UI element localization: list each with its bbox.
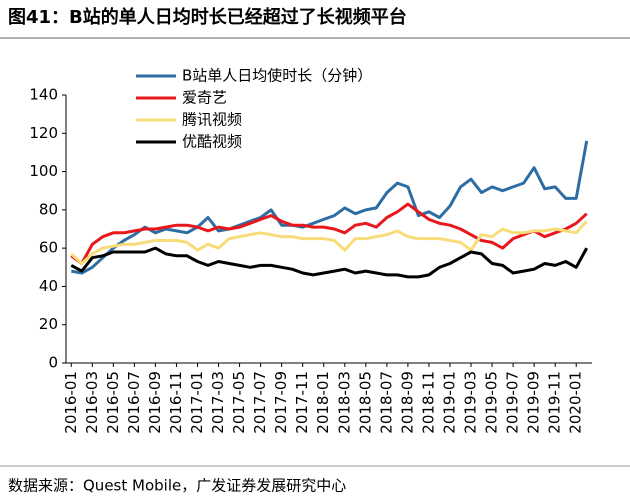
y-tick-label: 60 (39, 239, 58, 257)
x-tick-label: 2019-11 (546, 371, 564, 434)
x-tick-label: 2019-09 (525, 371, 543, 434)
legend-label: 爱奇艺 (182, 89, 227, 107)
x-tick-label: 2016-01 (62, 371, 80, 434)
y-tick-label: 40 (39, 277, 58, 295)
x-tick-label: 2018-11 (419, 371, 437, 434)
source: 数据来源：Quest Mobile，广发证券发展研究中心 (8, 477, 346, 495)
y-tick-label: 20 (39, 315, 58, 333)
x-tick-label: 2016-03 (83, 371, 101, 434)
x-tick-label: 2019-07 (504, 371, 522, 434)
x-tick-label: 2017-07 (251, 371, 269, 434)
series-line (71, 140, 589, 275)
legend-label: 优酷视频 (182, 133, 242, 151)
x-tick-label: 2017-05 (230, 371, 248, 434)
y-tick-label: 120 (29, 124, 58, 142)
series-line (70, 202, 588, 265)
x-tick-label: 2016-07 (125, 371, 143, 434)
x-tick-label: 2020-01 (567, 371, 585, 434)
series-line (70, 246, 589, 279)
x-tick-label: 2018-03 (335, 371, 353, 434)
x-tick-label: 2019-01 (440, 371, 458, 434)
x-tick-label: 2016-11 (167, 371, 185, 434)
y-tick-label: 140 (29, 86, 58, 104)
x-tick-label: 2017-03 (209, 371, 227, 434)
x-tick-label: 2018-01 (314, 371, 332, 434)
y-tick-label: 100 (29, 162, 58, 180)
x-tick-label: 2018-09 (398, 371, 416, 434)
x-tick-label: 2018-07 (377, 371, 395, 434)
chart-title: 图41：B站的单人日均时长已经超过了长视频平台 (8, 6, 407, 28)
x-tick-label: 2018-05 (356, 371, 374, 434)
legend-label: B站单人日均使时长（分钟） (182, 67, 372, 85)
x-tick-label: 2017-09 (272, 371, 290, 434)
series-line (70, 220, 588, 265)
y-tick-label: 80 (39, 200, 58, 218)
x-tick-label: 2019-03 (462, 371, 480, 434)
x-tick-label: 2017-11 (293, 371, 311, 434)
legend-label: 腾讯视频 (182, 111, 242, 129)
x-tick-label: 2016-05 (104, 371, 122, 434)
y-tick-label: 0 (48, 354, 58, 372)
x-tick-label: 2019-05 (483, 371, 501, 434)
x-tick-label: 2016-09 (146, 371, 164, 434)
x-tick-label: 2017-01 (188, 371, 206, 434)
